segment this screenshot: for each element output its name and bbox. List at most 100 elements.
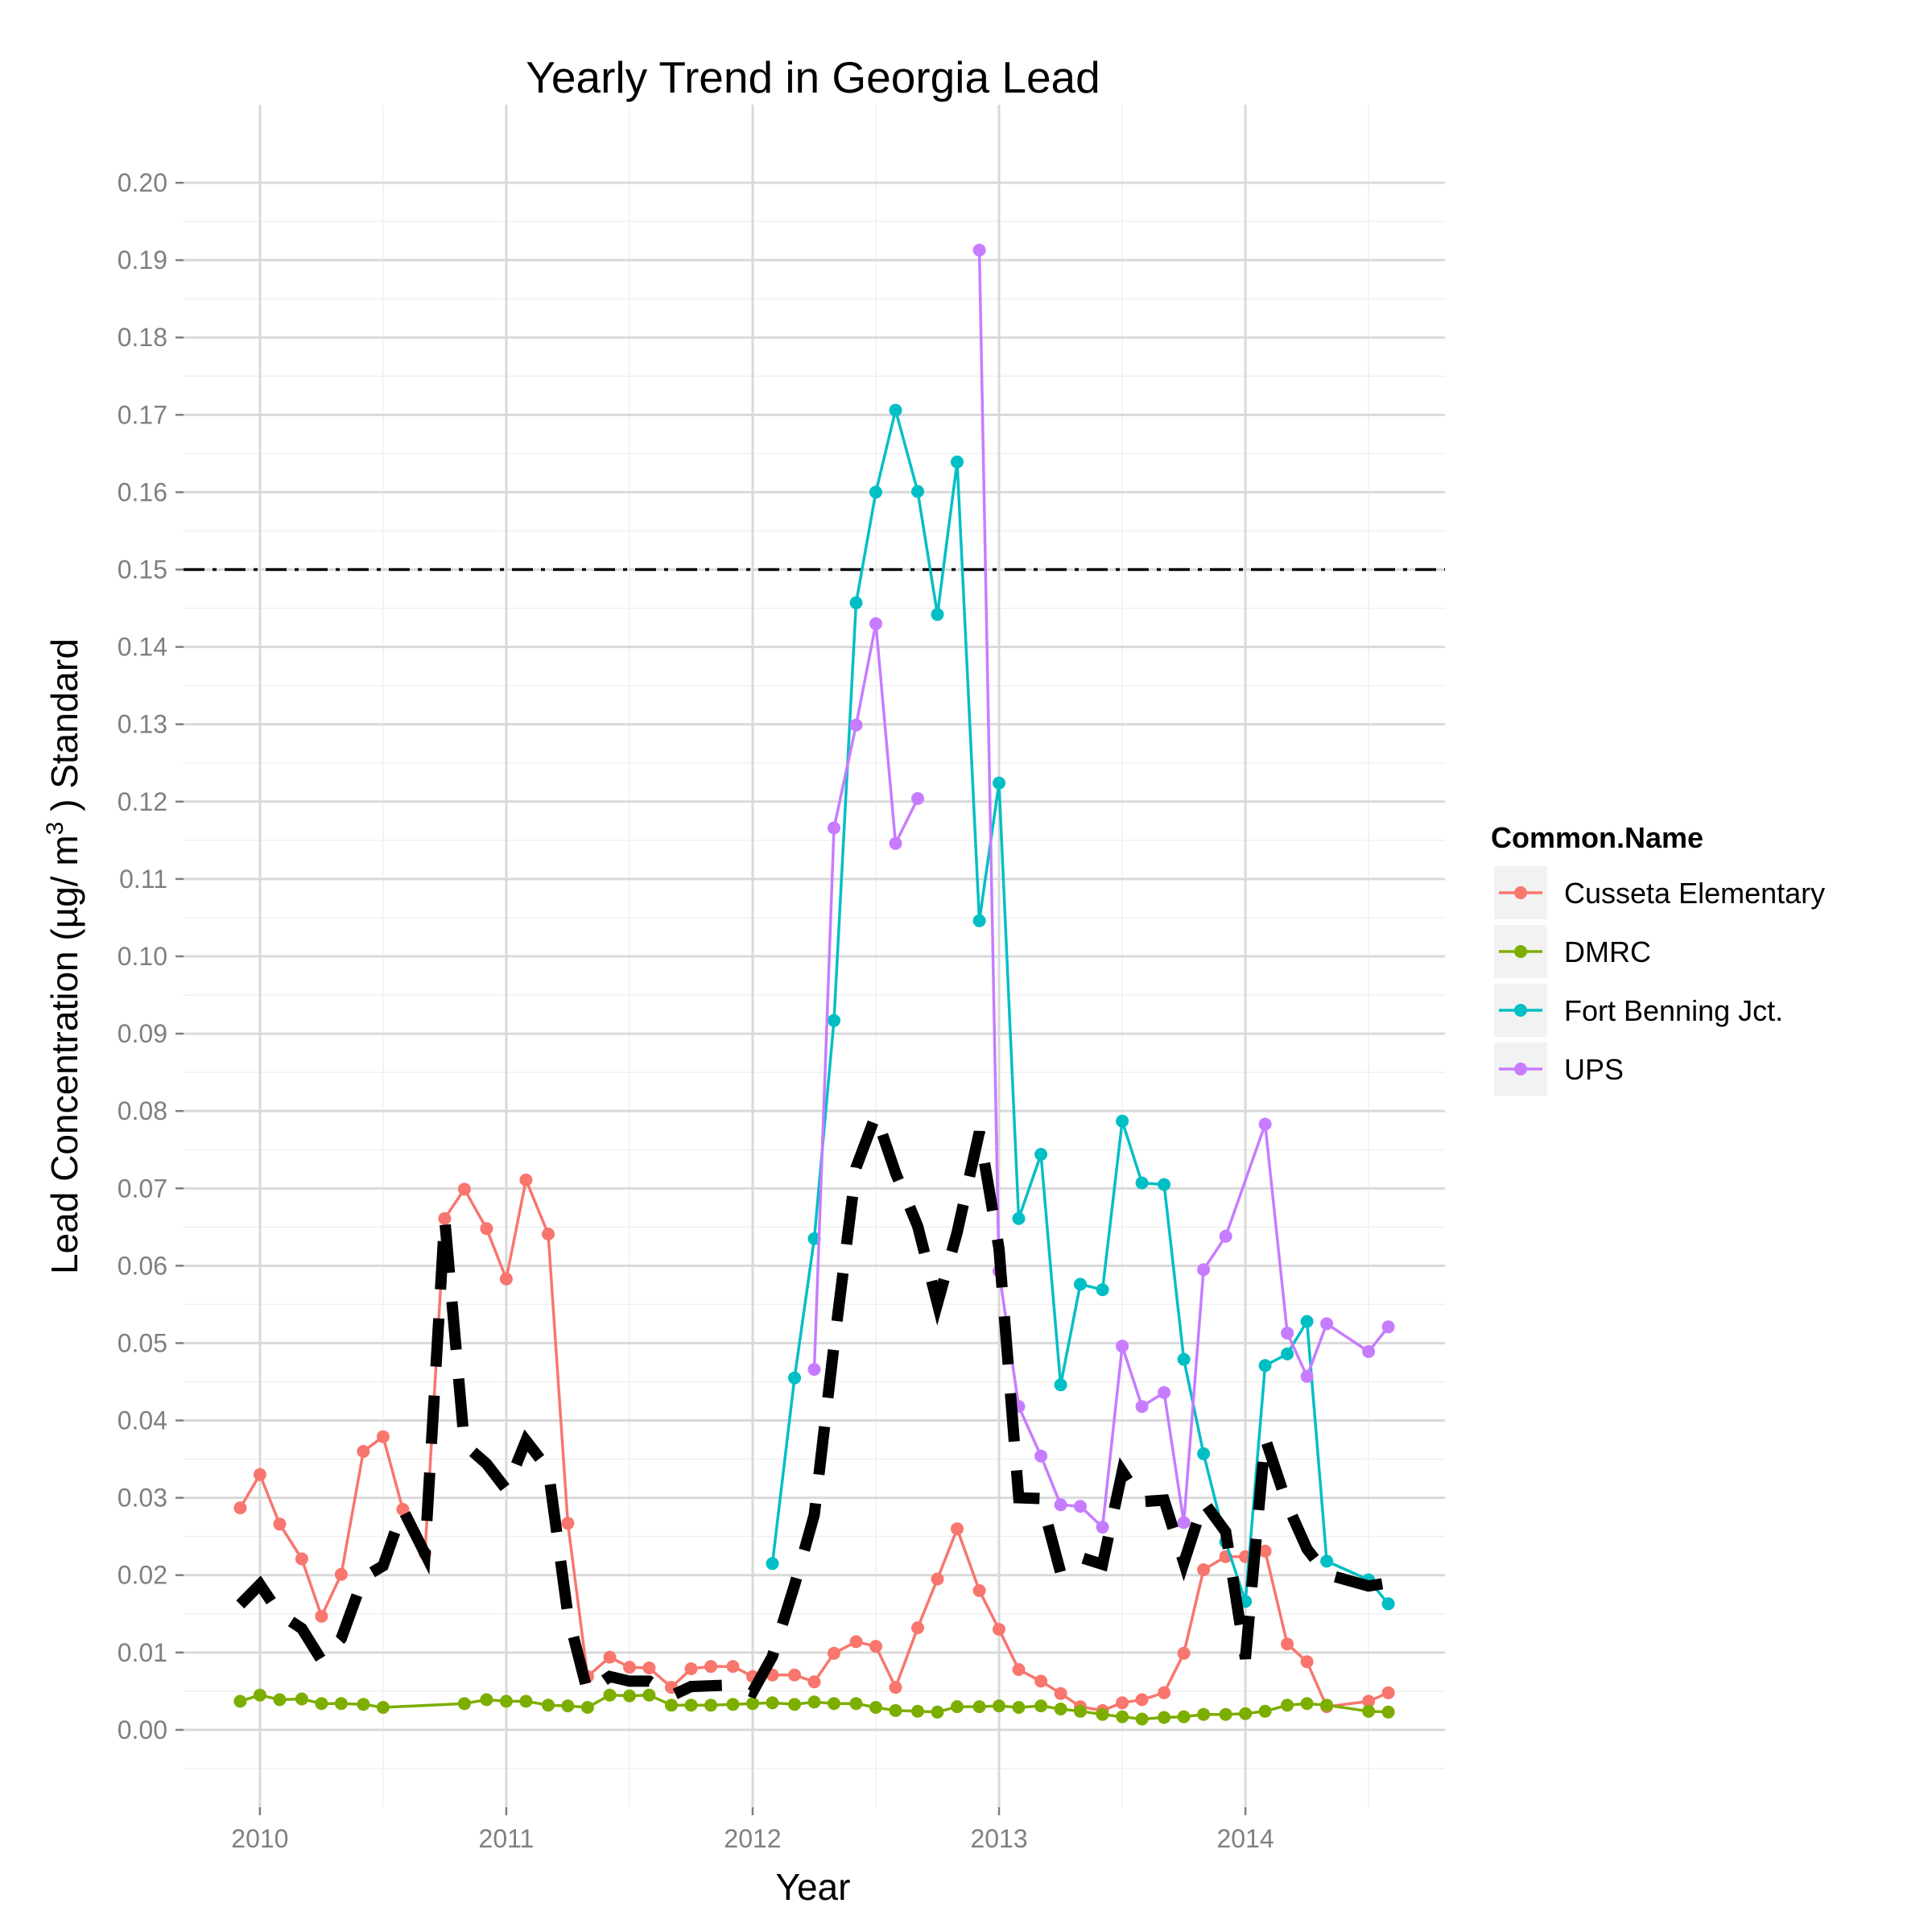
data-point-fort-benning-jct: [972, 914, 986, 927]
data-point-fort-benning-jct: [889, 403, 902, 417]
x-tick-label: 2011: [479, 1824, 535, 1853]
legend-items: Cusseta Elementary DMRC Fort Benning Jct. U…: [1492, 865, 1825, 1097]
data-point-cusseta-elementary: [931, 1572, 944, 1586]
series-layer: [233, 243, 1395, 1726]
data-point-cusseta-elementary: [704, 1660, 717, 1674]
data-point-dmrc: [519, 1695, 533, 1708]
x-tick-label: 2010: [231, 1824, 288, 1853]
y-axis: 0.00 0.01 0.02 0.03 0.04 0.05 0.06 0.07 0.08 0.09…: [118, 168, 184, 1744]
data-point-fort-benning-jct: [869, 485, 882, 499]
data-point-dmrc: [1012, 1701, 1026, 1714]
plot-area: [184, 105, 1445, 1807]
data-point-cusseta-elementary: [889, 1681, 902, 1695]
data-point-fort-benning-jct: [1034, 1148, 1048, 1161]
data-point-fort-benning-jct: [788, 1371, 801, 1385]
y-tick-label: 0.13: [118, 710, 167, 739]
data-point-dmrc: [993, 1699, 1005, 1713]
legend: Common.Name Cusseta Elementary DMRC Fort B…: [1491, 821, 1825, 1097]
data-point-ups: [828, 821, 840, 835]
data-point-dmrc: [931, 1705, 944, 1719]
data-point-cusseta-elementary: [542, 1228, 555, 1241]
data-point-dmrc: [972, 1700, 986, 1714]
data-point-fort-benning-jct: [1197, 1447, 1211, 1460]
data-point-ups: [1074, 1500, 1087, 1513]
legend-item-dmrc: DMRC: [1492, 923, 1651, 980]
data-point-dmrc: [334, 1697, 348, 1711]
data-point-ups: [849, 718, 863, 732]
data-point-dmrc: [911, 1704, 924, 1718]
data-point-dmrc: [561, 1699, 575, 1713]
data-point-cusseta-elementary: [684, 1662, 698, 1675]
y-tick-label: 0.20: [118, 168, 167, 197]
data-point-dmrc: [315, 1697, 328, 1711]
y-tick-label: 0.07: [118, 1174, 167, 1203]
data-point-cusseta-elementary: [623, 1661, 636, 1674]
data-point-ups: [1300, 1369, 1314, 1383]
y-tick-label: 0.12: [118, 787, 167, 816]
data-point-cusseta-elementary: [1158, 1686, 1171, 1699]
data-point-dmrc: [623, 1689, 636, 1703]
y-tick-label: 0.03: [118, 1484, 167, 1513]
data-point-ups: [1054, 1498, 1067, 1512]
data-point-cusseta-elementary: [726, 1660, 740, 1674]
y-tick-label: 0.16: [118, 477, 167, 506]
data-point-dmrc: [788, 1698, 801, 1711]
data-point-dmrc: [807, 1695, 821, 1709]
data-point-dmrc: [746, 1697, 759, 1711]
series-unnamed-4: [236, 1098, 1389, 1703]
y-tick-label: 0.09: [118, 1019, 167, 1048]
data-point-cusseta-elementary: [993, 1623, 1005, 1636]
y-tick-label: 0.05: [118, 1328, 167, 1357]
data-point-fort-benning-jct: [1381, 1597, 1395, 1611]
data-point-cusseta-elementary: [807, 1675, 821, 1689]
data-point-cusseta-elementary: [357, 1445, 370, 1458]
data-point-dmrc: [1135, 1712, 1149, 1726]
x-tick-label: 2014: [1217, 1824, 1274, 1853]
data-point-dmrc: [828, 1697, 840, 1711]
y-tick-label: 0.15: [118, 555, 167, 584]
data-point-cusseta-elementary: [1281, 1637, 1294, 1651]
data-point-fort-benning-jct: [1054, 1378, 1067, 1392]
data-point-fort-benning-jct: [1320, 1554, 1334, 1568]
series-line-dashed: [236, 1098, 1389, 1703]
legend-title: Common.Name: [1491, 821, 1703, 854]
data-point-cusseta-elementary: [561, 1517, 575, 1530]
data-point-dmrc: [889, 1703, 902, 1717]
data-point-ups: [1381, 1320, 1395, 1334]
data-point-ups: [1096, 1521, 1109, 1534]
data-point-dmrc: [1281, 1699, 1294, 1712]
data-point-cusseta-elementary: [273, 1517, 287, 1531]
data-point-dmrc: [665, 1699, 678, 1712]
data-point-cusseta-elementary: [1054, 1686, 1067, 1700]
data-point-dmrc: [480, 1693, 493, 1707]
data-point-cusseta-elementary: [603, 1650, 617, 1664]
data-point-dmrc: [357, 1698, 370, 1711]
data-point-dmrc: [376, 1701, 390, 1714]
data-point-fort-benning-jct: [993, 776, 1005, 790]
y-axis-title-main: Lead Concentration (µg/ m: [43, 835, 85, 1274]
x-tick-label: 2012: [724, 1824, 781, 1853]
legend-key-point: [1514, 1004, 1527, 1017]
data-point-dmrc: [580, 1701, 594, 1714]
data-point-cusseta-elementary: [499, 1272, 513, 1286]
data-point-ups: [1135, 1400, 1149, 1414]
y-tick-label: 0.10: [118, 942, 167, 971]
data-point-fort-benning-jct: [1300, 1315, 1314, 1328]
y-axis-title-superscript: 3: [42, 822, 68, 836]
data-point-ups: [1177, 1516, 1191, 1530]
data-point-cusseta-elementary: [233, 1501, 247, 1515]
legend-label: Cusseta Elementary: [1564, 877, 1825, 910]
data-point-fort-benning-jct: [766, 1557, 779, 1571]
data-point-ups: [1258, 1117, 1272, 1131]
legend-label: UPS: [1564, 1053, 1624, 1086]
data-point-dmrc: [542, 1699, 555, 1712]
data-point-fort-benning-jct: [951, 455, 964, 469]
grid-major: [184, 105, 1445, 1807]
data-point-ups: [1362, 1345, 1376, 1358]
legend-label: Fort Benning Jct.: [1564, 994, 1783, 1027]
data-point-dmrc: [273, 1693, 287, 1707]
data-point-ups: [889, 836, 902, 850]
data-point-cusseta-elementary: [849, 1635, 863, 1649]
data-point-cusseta-elementary: [253, 1468, 266, 1481]
